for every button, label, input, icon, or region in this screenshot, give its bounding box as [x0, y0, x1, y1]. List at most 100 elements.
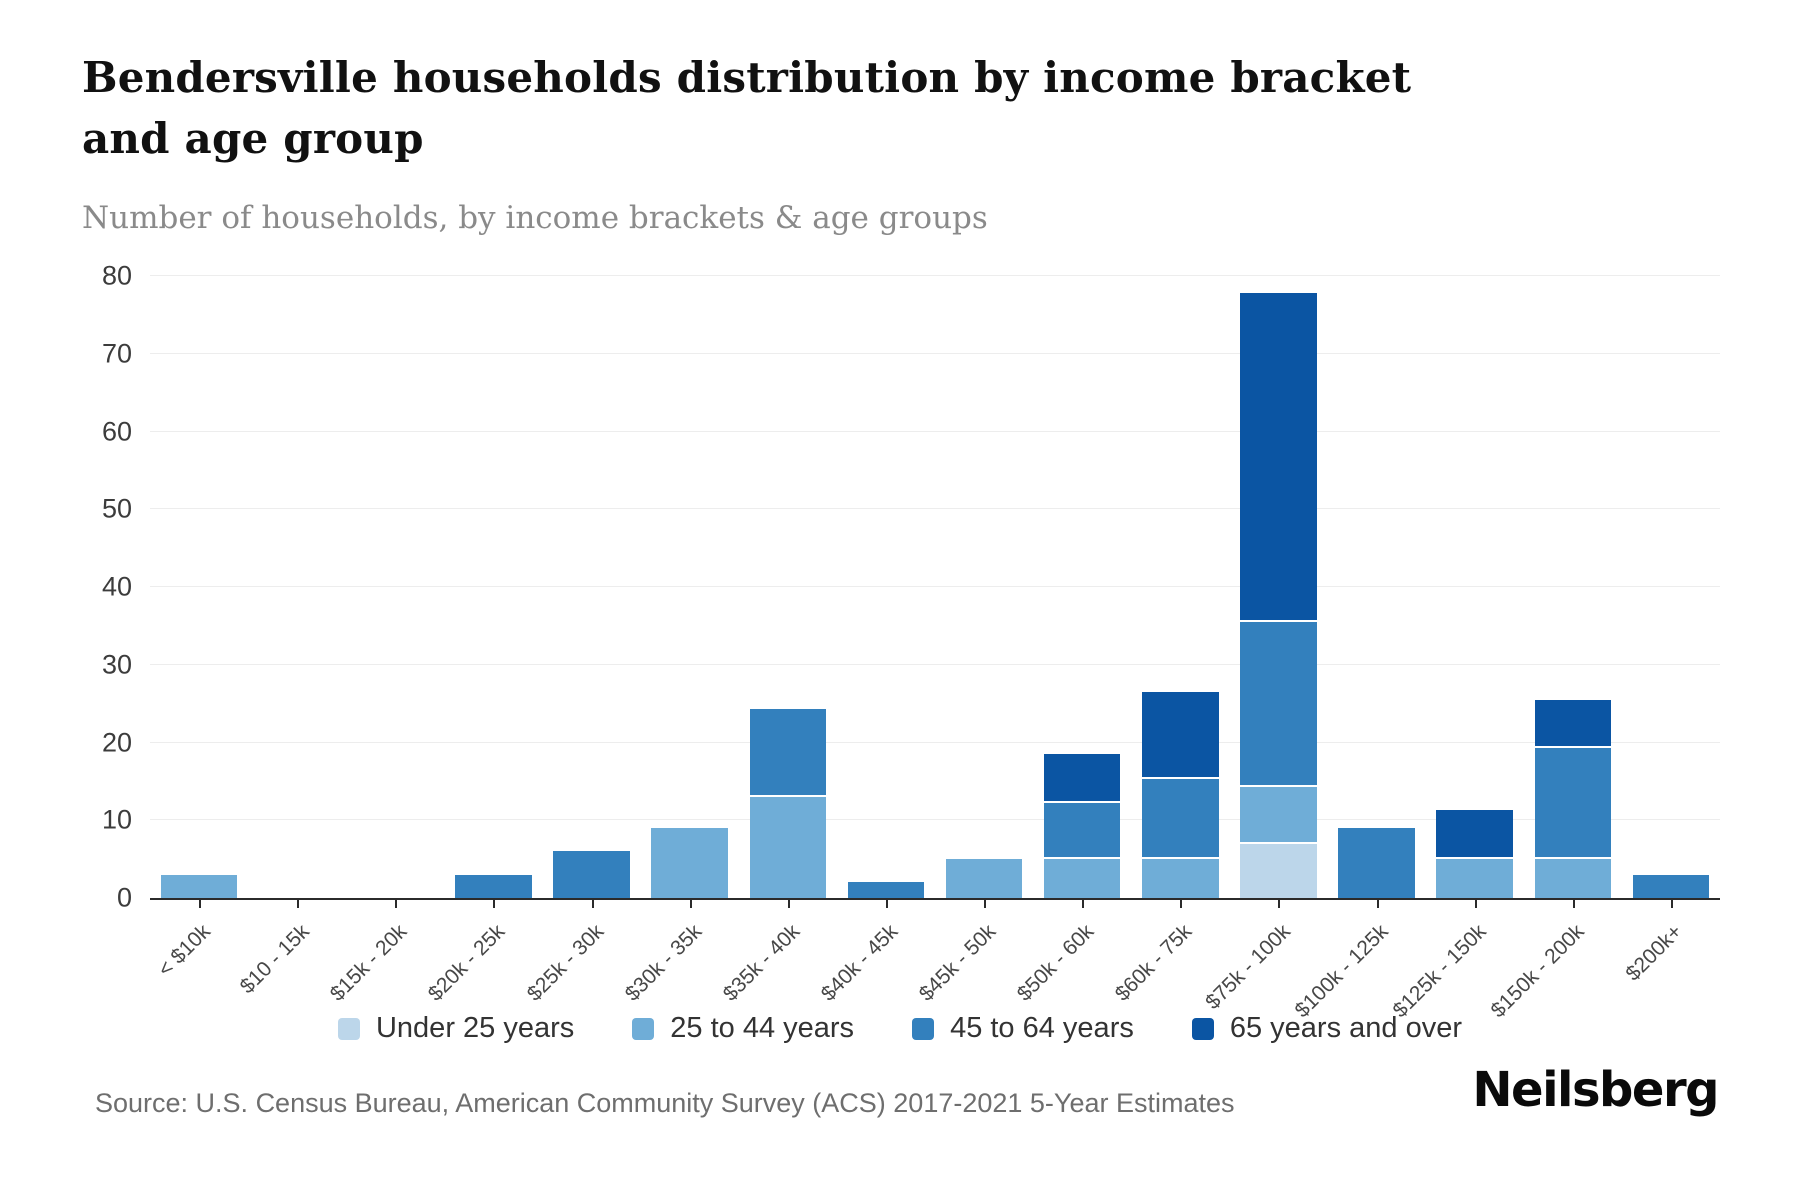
x-axis-tick	[199, 900, 202, 908]
source-note: Source: U.S. Census Bureau, American Com…	[95, 1088, 1235, 1118]
gridline-y-10	[150, 819, 1720, 821]
bar-slot: $200k+	[1622, 276, 1720, 985]
legend-swatch-icon	[912, 1017, 935, 1040]
bar-segment[interactable]	[847, 882, 925, 898]
x-axis-tick	[297, 900, 300, 908]
legend-label: 45 to 64 years	[950, 1012, 1134, 1044]
bar-segment[interactable]	[945, 859, 1023, 898]
x-axis-tick	[885, 900, 888, 908]
y-axis-tick-label: 60	[101, 416, 132, 446]
x-axis-tick	[1670, 900, 1673, 908]
chart-subtitle: Number of households, by income brackets…	[82, 200, 988, 236]
x-axis-tick-label: $50k - 60k	[1012, 920, 1099, 1006]
x-axis-tick-label: $35k - 40k	[718, 920, 805, 1006]
bars-container: < $10k $10 - 15k $15k - 20k $20k - 25k $25k …	[150, 276, 1720, 1022]
bar-segment[interactable]	[1043, 857, 1121, 898]
bar-segment[interactable]	[455, 874, 532, 898]
legend-item[interactable]: 25 to 44 years	[632, 1012, 854, 1045]
bar-segment[interactable]	[651, 828, 728, 898]
bar-slot: $100k - 125k	[1291, 276, 1426, 1022]
bar-slot: $150k - 200k	[1487, 276, 1622, 1022]
bar-slot: $75k - 100k	[1201, 276, 1327, 1014]
x-axis-tick-label: $100k - 125k	[1290, 920, 1393, 1023]
bar-segment[interactable]	[1043, 754, 1121, 801]
legend-label: 65 years and over	[1229, 1012, 1463, 1044]
x-axis-tick	[1180, 900, 1183, 908]
gridline-y-70	[150, 352, 1720, 354]
bar-segment[interactable]	[1142, 691, 1219, 778]
x-axis-tick	[689, 900, 692, 908]
legend-item[interactable]: Under 25 years	[337, 1012, 574, 1045]
stacked-bar	[455, 874, 532, 898]
bar-segment[interactable]	[749, 794, 827, 898]
bar-segment[interactable]	[160, 874, 238, 898]
stacked-bar	[749, 709, 827, 898]
x-axis-tick-label: $75k - 100k	[1200, 920, 1295, 1014]
stacked-bar	[160, 874, 238, 898]
bar-segment[interactable]	[1632, 874, 1710, 898]
legend-item[interactable]: 45 to 64 years	[912, 1012, 1134, 1045]
x-axis-tick-label: $125k - 150k	[1388, 920, 1491, 1023]
bar-segment[interactable]	[1142, 857, 1219, 898]
bar-segment[interactable]	[1142, 777, 1219, 858]
legend-item[interactable]: 65 years and over	[1191, 1012, 1463, 1045]
stacked-bar	[1338, 828, 1415, 898]
bar-segment[interactable]	[1436, 810, 1513, 858]
x-axis-tick	[787, 900, 790, 908]
bar-slot: $25k - 30k	[522, 276, 641, 1006]
bar-segment[interactable]	[1240, 841, 1317, 898]
bar-segment[interactable]	[1534, 746, 1612, 858]
bar-segment[interactable]	[1043, 800, 1121, 858]
bar-slot: $20k - 25k	[424, 276, 542, 1006]
x-axis-tick-label: $15k - 20k	[325, 920, 412, 1006]
gridline-y-50	[150, 508, 1720, 510]
y-axis-tick-label: 30	[101, 649, 132, 680]
bar-segment[interactable]	[1534, 699, 1612, 747]
bar-segment[interactable]	[1534, 857, 1612, 898]
x-axis-tick	[1572, 900, 1575, 908]
legend-swatch-icon	[337, 1017, 360, 1040]
gridline-y-20	[150, 741, 1720, 743]
x-axis-tick-label: $25k - 30k	[522, 920, 608, 1006]
bar-segment[interactable]	[553, 851, 630, 898]
x-axis-tick-label: $200k+	[1621, 920, 1688, 986]
x-axis-tick	[1474, 900, 1477, 908]
y-axis-tick-label: 50	[101, 493, 132, 524]
bar-slot: $45k - 50k	[915, 276, 1033, 1006]
gridline-y-40	[150, 586, 1720, 587]
x-axis-tick-label: $30k - 35k	[620, 920, 706, 1006]
bar-slot: $30k - 35k	[620, 276, 739, 1006]
stacked-bar	[1240, 293, 1317, 898]
bar-segment[interactable]	[1240, 619, 1317, 786]
x-axis-tick	[395, 900, 398, 908]
stacked-bar	[553, 851, 630, 898]
x-axis-tick	[493, 900, 496, 908]
stacked-bar	[1436, 810, 1513, 898]
bar-slot: $15k - 20k	[326, 276, 444, 1006]
legend-label: 25 to 44 years	[670, 1012, 855, 1044]
gridline-y-80	[150, 275, 1720, 276]
y-axis-tick-label: 70	[101, 338, 132, 369]
bar-segment[interactable]	[1240, 293, 1317, 620]
bar-slot: $40k - 45k	[817, 276, 935, 1006]
stacked-bar	[847, 882, 925, 898]
bar-segment[interactable]	[1240, 785, 1317, 842]
bar-segment[interactable]	[1338, 828, 1415, 898]
plot-area: 0 10 20 30 40 50 60 70 80 < $10k $10 - 15k $15k - 2…	[102, 261, 1720, 1022]
gridline-y-60	[150, 430, 1720, 432]
x-axis-tick	[591, 900, 594, 908]
stacked-bar	[1632, 874, 1710, 898]
y-axis-tick-label: 80	[101, 260, 132, 291]
stacked-bar	[1142, 691, 1219, 898]
stacked-bar	[945, 859, 1023, 898]
bar-slot: $125k - 150k	[1389, 276, 1524, 1022]
bar-segment[interactable]	[749, 709, 827, 795]
bar-slot: $35k - 40k	[718, 276, 837, 1006]
bar-segment[interactable]	[1436, 857, 1513, 898]
y-axis-tick-label: 20	[101, 727, 132, 757]
stacked-bar	[1534, 699, 1612, 898]
y-axis-tick-label: 10	[101, 804, 132, 835]
bar-slot: < $10k	[150, 276, 248, 981]
x-axis-tick-label: $150k - 200k	[1486, 920, 1590, 1023]
